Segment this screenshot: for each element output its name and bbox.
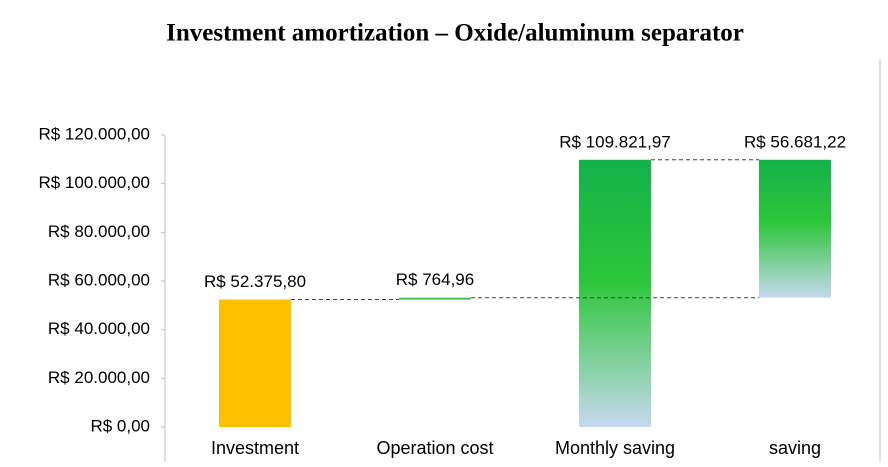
y-tick-label: R$ 100.000,00 <box>38 173 150 192</box>
y-tick-label: R$ 60.000,00 <box>48 270 150 289</box>
chart-title: Investment amortization – Oxide/aluminum… <box>166 20 744 47</box>
x-tick-label: Investment <box>211 438 299 458</box>
y-tick-label: R$ 20.000,00 <box>48 368 150 387</box>
bar <box>219 299 291 427</box>
bar <box>759 159 831 298</box>
bar <box>399 297 471 300</box>
y-tick-label: R$ 0,00 <box>90 416 150 435</box>
value-label: R$ 56.681,22 <box>744 132 846 151</box>
y-tick-label: R$ 40.000,00 <box>48 319 150 338</box>
x-tick-label: saving <box>769 438 821 458</box>
value-label: R$ 52.375,80 <box>204 272 306 291</box>
value-label: R$ 764,96 <box>396 270 474 289</box>
value-label: R$ 109.821,97 <box>559 132 671 151</box>
y-tick-label: R$ 120.000,00 <box>38 124 150 143</box>
x-tick-label: Monthly saving <box>555 438 675 458</box>
y-tick-label: R$ 80.000,00 <box>48 222 150 241</box>
bar <box>579 159 651 427</box>
x-tick-label: Operation cost <box>376 438 493 458</box>
